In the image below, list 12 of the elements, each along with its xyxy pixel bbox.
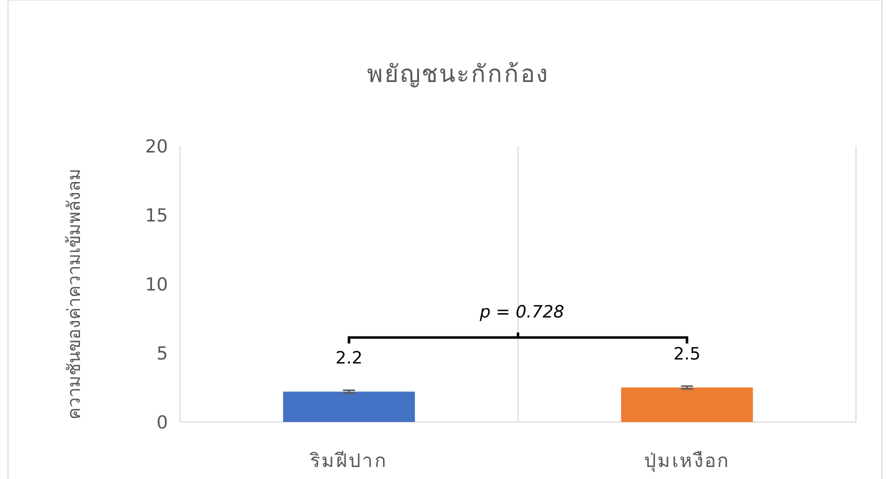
y-tick-label: 0 [156, 412, 168, 434]
y-tick-label: 15 [145, 205, 168, 226]
data-label: 2.5 [673, 344, 701, 364]
y-tick-label: 20 [145, 136, 168, 158]
data-label: 2.2 [335, 348, 363, 369]
x-tick-label: ปุ่มเหงือก [644, 450, 730, 473]
y-axis-title: ความชันของค่าความเข้มพลังลม [64, 168, 85, 420]
annotation: p = 0.728 [478, 302, 564, 322]
x-tick-label: ริมฝีปาก [309, 450, 388, 472]
chart-title: พยัญชนะกักก้อง [366, 60, 550, 88]
y-tick-label: 10 [145, 274, 168, 296]
y-tick-label: 5 [156, 343, 168, 364]
